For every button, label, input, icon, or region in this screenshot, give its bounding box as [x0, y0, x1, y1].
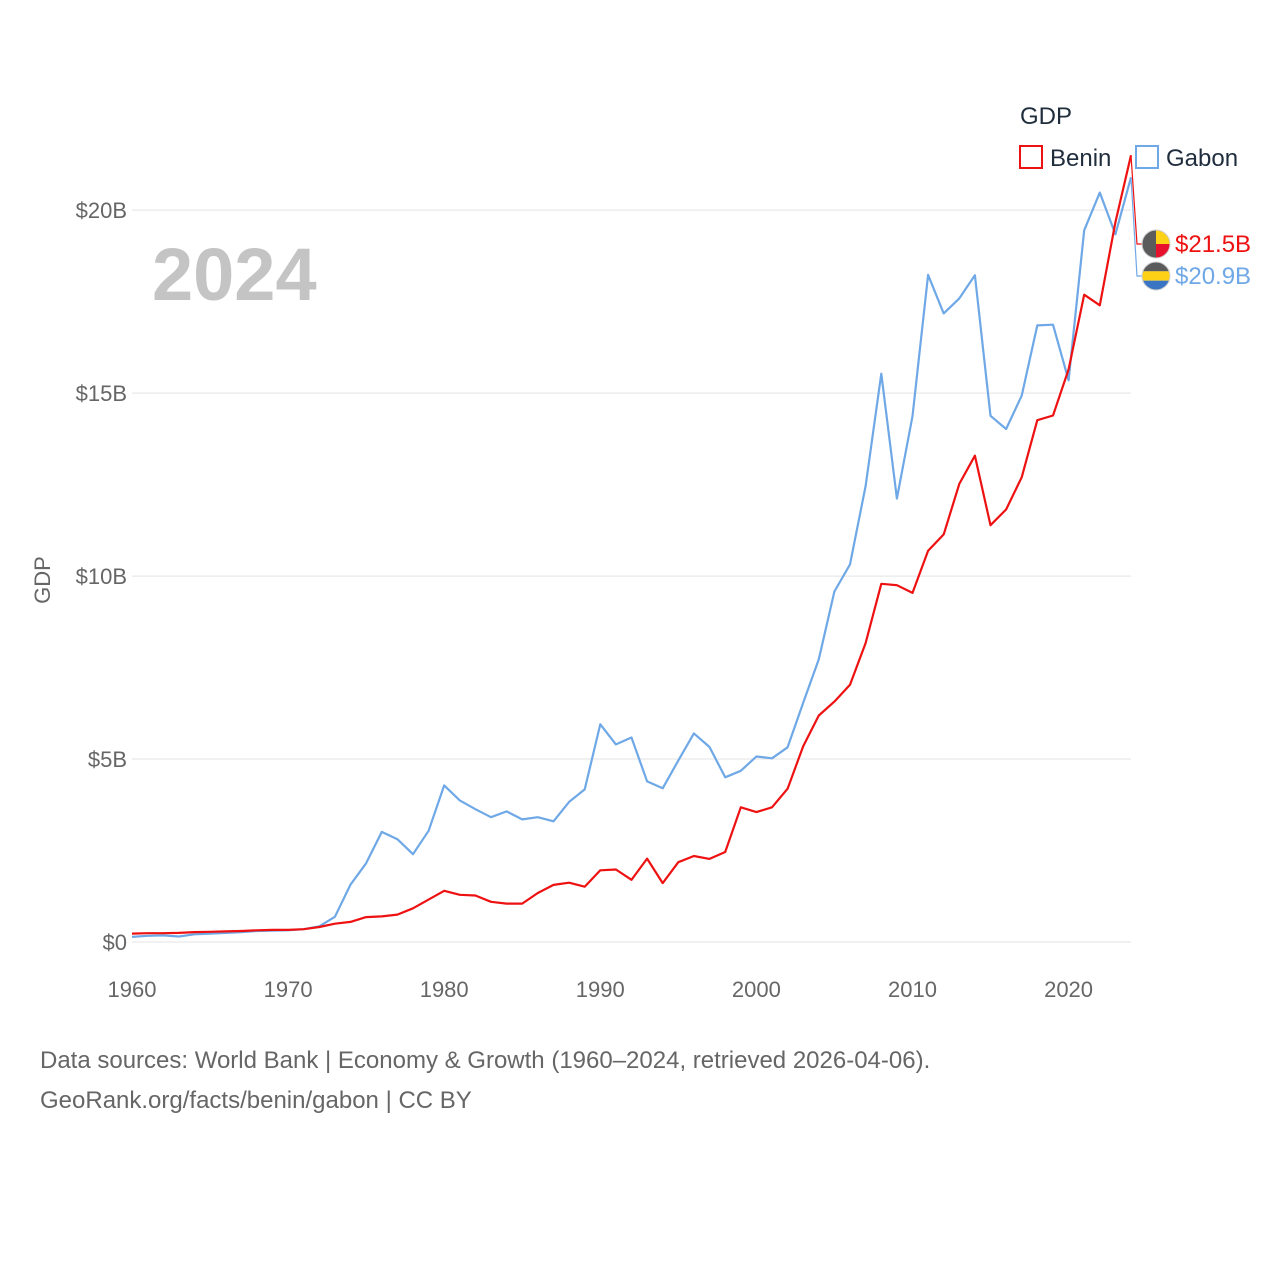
y-tick-label: $20B [76, 198, 127, 223]
legend: GDP Benin Gabon [1019, 103, 1238, 172]
y-axis-title: GDP [30, 556, 55, 604]
legend-label-gabon[interactable]: Gabon [1166, 145, 1238, 172]
gridlines [132, 209, 1131, 943]
legend-swatch-gabon[interactable] [1135, 145, 1159, 169]
end-labels: $21.5B $20.9B [1130, 155, 1251, 291]
current-year-label: 2024 [152, 233, 317, 316]
series-line-benin [131, 155, 1133, 935]
x-tick-label: 2020 [1044, 977, 1093, 1002]
x-tick-label: 1960 [108, 977, 157, 1002]
x-axis-ticks: 1960 1970 1980 1990 2000 2010 2020 [108, 977, 1094, 1002]
legend-title: GDP [1020, 103, 1072, 130]
x-tick-label: 1970 [264, 977, 313, 1002]
y-tick-label: $10B [76, 564, 127, 589]
x-tick-label: 2000 [732, 977, 781, 1002]
end-value-label-benin: $21.5B [1175, 231, 1251, 258]
end-connector-benin [1130, 155, 1142, 245]
benin-flag-icon [1141, 229, 1171, 259]
credit-link[interactable]: GeoRank.org/facts/benin/gabon | CC BY [40, 1087, 472, 1114]
end-connector-gabon [1130, 177, 1142, 277]
y-tick-label: $5B [88, 747, 127, 772]
y-axis-ticks: $0 $5B $10B $15B $20B [76, 198, 127, 955]
gabon-flag-icon [1141, 261, 1171, 291]
legend-label-benin[interactable]: Benin [1050, 145, 1111, 172]
end-value-label-gabon: $20.9B [1175, 263, 1251, 290]
y-tick-label: $15B [76, 381, 127, 406]
data-source-note: Data sources: World Bank | Economy & Gro… [40, 1047, 930, 1074]
x-tick-label: 1990 [576, 977, 625, 1002]
series-lines [131, 155, 1133, 938]
legend-swatch-benin[interactable] [1019, 145, 1043, 169]
x-tick-label: 2010 [888, 977, 937, 1002]
x-tick-label: 1980 [420, 977, 469, 1002]
y-tick-label: $0 [103, 930, 127, 955]
